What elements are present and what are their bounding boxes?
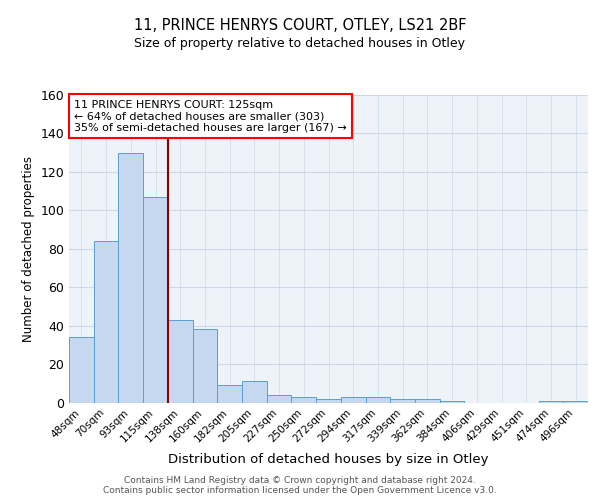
Bar: [94, 241, 118, 402]
Bar: [242, 382, 267, 402]
Bar: [563, 400, 588, 402]
Bar: [193, 330, 217, 402]
Bar: [168, 320, 193, 402]
Bar: [365, 396, 390, 402]
Text: Size of property relative to detached houses in Otley: Size of property relative to detached ho…: [134, 38, 466, 51]
Bar: [390, 398, 415, 402]
Bar: [217, 385, 242, 402]
Text: 11, PRINCE HENRYS COURT, OTLEY, LS21 2BF: 11, PRINCE HENRYS COURT, OTLEY, LS21 2BF: [134, 18, 466, 32]
Bar: [118, 152, 143, 402]
Bar: [292, 396, 316, 402]
Bar: [267, 395, 292, 402]
Bar: [415, 398, 440, 402]
Y-axis label: Number of detached properties: Number of detached properties: [22, 156, 35, 342]
Bar: [316, 398, 341, 402]
X-axis label: Distribution of detached houses by size in Otley: Distribution of detached houses by size …: [168, 452, 489, 466]
Text: Contains HM Land Registry data © Crown copyright and database right 2024.
Contai: Contains HM Land Registry data © Crown c…: [103, 476, 497, 495]
Bar: [341, 396, 365, 402]
Text: 11 PRINCE HENRYS COURT: 125sqm
← 64% of detached houses are smaller (303)
35% of: 11 PRINCE HENRYS COURT: 125sqm ← 64% of …: [74, 100, 347, 133]
Bar: [539, 400, 563, 402]
Bar: [69, 337, 94, 402]
Bar: [440, 400, 464, 402]
Bar: [143, 197, 168, 402]
